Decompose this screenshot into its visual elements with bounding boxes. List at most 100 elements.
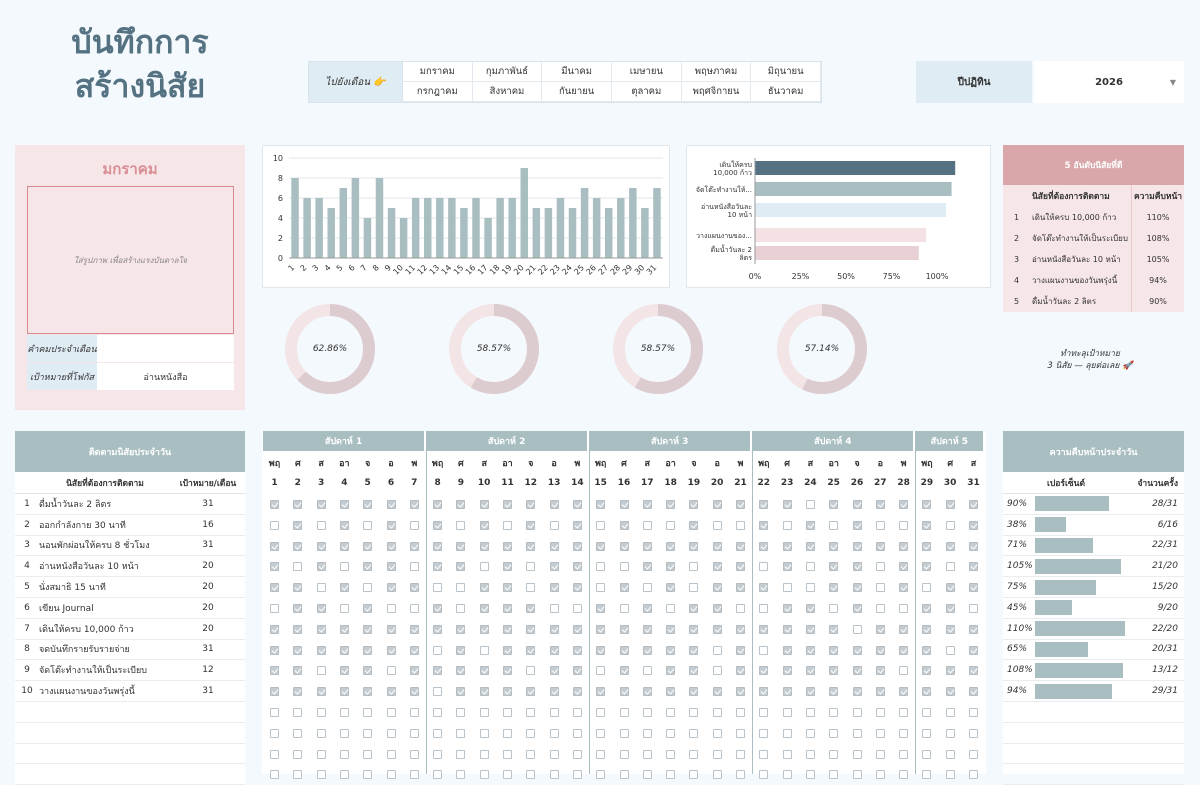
habit-checkbox[interactable] — [945, 708, 955, 717]
habit-checkbox[interactable] — [433, 604, 443, 613]
habit-checkbox[interactable] — [642, 604, 652, 613]
habit-checkbox[interactable] — [829, 708, 839, 717]
habit-checkbox[interactable] — [782, 728, 792, 738]
habit-checkbox[interactable] — [270, 645, 279, 655]
habit-checkbox[interactable] — [409, 562, 419, 572]
habit-goal[interactable]: 31 — [202, 644, 214, 655]
habit-checkbox[interactable] — [456, 541, 466, 551]
habit-checkbox[interactable] — [386, 583, 396, 593]
month-link[interactable]: กุมภาพันธ์ — [472, 62, 543, 82]
habit-checkbox[interactable] — [759, 520, 769, 530]
habit-checkbox[interactable] — [899, 708, 909, 717]
habit-checkbox[interactable] — [899, 728, 909, 738]
habit-checkbox[interactable] — [386, 624, 396, 634]
habit-checkbox[interactable] — [689, 749, 699, 759]
habit-checkbox[interactable] — [945, 687, 955, 697]
habit-checkbox[interactable] — [339, 500, 349, 509]
habit-checkbox[interactable] — [549, 749, 559, 759]
habit-checkbox[interactable] — [899, 520, 909, 530]
habit-checkbox[interactable] — [479, 770, 489, 780]
habit-checkbox[interactable] — [339, 541, 349, 551]
habit-checkbox[interactable] — [526, 687, 536, 697]
habit-checkbox[interactable] — [875, 604, 885, 613]
habit-checkbox[interactable] — [503, 624, 512, 634]
habit-checkbox[interactable] — [526, 645, 536, 655]
habit-checkbox[interactable] — [782, 520, 792, 530]
habit-checkbox[interactable] — [572, 583, 582, 593]
habit-checkbox[interactable] — [875, 687, 885, 697]
habit-checkbox[interactable] — [689, 770, 699, 780]
habit-checkbox[interactable] — [782, 687, 792, 697]
habit-checkbox[interactable] — [945, 541, 955, 551]
habit-checkbox[interactable] — [526, 708, 536, 717]
habit-checkbox[interactable] — [829, 562, 839, 572]
habit-checkbox[interactable] — [479, 562, 489, 572]
habit-checkbox[interactable] — [829, 520, 839, 530]
habit-checkbox[interactable] — [759, 708, 769, 717]
habit-checkbox[interactable] — [526, 666, 536, 676]
habit-checkbox[interactable] — [619, 749, 629, 759]
habit-checkbox[interactable] — [316, 624, 326, 634]
habit-checkbox[interactable] — [526, 520, 536, 530]
habit-checkbox[interactable] — [479, 541, 489, 551]
habit-checkbox[interactable] — [409, 541, 419, 551]
habit-checkbox[interactable] — [386, 728, 396, 738]
habit-checkbox[interactable] — [736, 562, 745, 572]
habit-checkbox[interactable] — [712, 520, 722, 530]
month-link[interactable]: สิงหาคม — [472, 82, 543, 102]
habit-checkbox[interactable] — [549, 728, 559, 738]
habit-checkbox[interactable] — [339, 645, 349, 655]
habit-checkbox[interactable] — [805, 728, 815, 738]
habit-checkbox[interactable] — [969, 645, 978, 655]
habit-checkbox[interactable] — [339, 708, 349, 717]
habit-checkbox[interactable] — [270, 624, 279, 634]
habit-checkbox[interactable] — [293, 666, 303, 676]
habit-checkbox[interactable] — [270, 500, 279, 509]
habit-checkbox[interactable] — [596, 770, 606, 780]
habit-checkbox[interactable] — [456, 770, 466, 780]
habit-checkbox[interactable] — [945, 666, 955, 676]
habit-checkbox[interactable] — [619, 562, 629, 572]
habit-checkbox[interactable] — [922, 624, 932, 634]
habit-checkbox[interactable] — [759, 728, 769, 738]
habit-checkbox[interactable] — [666, 666, 676, 676]
habit-checkbox[interactable] — [503, 708, 512, 717]
habit-checkbox[interactable] — [409, 624, 419, 634]
habit-checkbox[interactable] — [339, 562, 349, 572]
habit-checkbox[interactable] — [805, 708, 815, 717]
habit-checkbox[interactable] — [456, 520, 466, 530]
habit-checkbox[interactable] — [433, 687, 443, 697]
habit-checkbox[interactable] — [270, 687, 279, 697]
habit-checkbox[interactable] — [875, 624, 885, 634]
habit-checkbox[interactable] — [829, 624, 839, 634]
habit-checkbox[interactable] — [503, 728, 512, 738]
habit-checkbox[interactable] — [596, 624, 606, 634]
habit-checkbox[interactable] — [572, 624, 582, 634]
habit-checkbox[interactable] — [945, 520, 955, 530]
habit-checkbox[interactable] — [479, 687, 489, 697]
habit-checkbox[interactable] — [433, 708, 443, 717]
habit-checkbox[interactable] — [433, 770, 443, 780]
habit-goal[interactable]: 31 — [202, 686, 214, 697]
habit-checkbox[interactable] — [782, 624, 792, 634]
habit-checkbox[interactable] — [572, 770, 582, 780]
habit-checkbox[interactable] — [805, 687, 815, 697]
habit-checkbox[interactable] — [666, 708, 676, 717]
habit-checkbox[interactable] — [386, 770, 396, 780]
habit-checkbox[interactable] — [759, 562, 769, 572]
habit-checkbox[interactable] — [712, 624, 722, 634]
habit-checkbox[interactable] — [619, 770, 629, 780]
habit-checkbox[interactable] — [363, 604, 373, 613]
habit-goal[interactable]: 20 — [202, 561, 214, 572]
habit-checkbox[interactable] — [875, 728, 885, 738]
habit-checkbox[interactable] — [736, 604, 745, 613]
habit-checkbox[interactable] — [479, 500, 489, 509]
habit-checkbox[interactable] — [805, 500, 815, 509]
habit-checkbox[interactable] — [969, 624, 978, 634]
habit-checkbox[interactable] — [689, 604, 699, 613]
habit-checkbox[interactable] — [363, 520, 373, 530]
habit-checkbox[interactable] — [712, 604, 722, 613]
habit-checkbox[interactable] — [759, 624, 769, 634]
habit-checkbox[interactable] — [875, 645, 885, 655]
habit-checkbox[interactable] — [456, 728, 466, 738]
